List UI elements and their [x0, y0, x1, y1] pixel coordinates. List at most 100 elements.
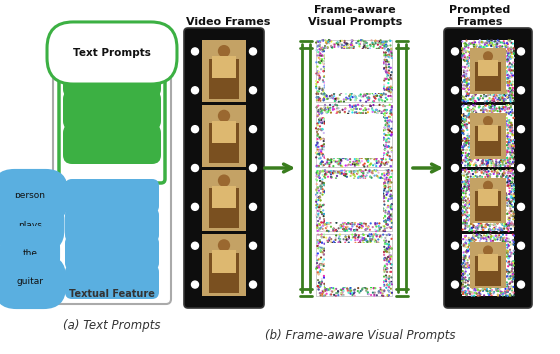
Point — [388, 220, 396, 226]
Point — [327, 170, 336, 176]
Point — [502, 238, 511, 244]
Point — [486, 171, 494, 177]
Point — [465, 55, 474, 61]
Point — [464, 106, 473, 112]
Point — [351, 97, 360, 103]
Point — [474, 286, 483, 292]
Point — [488, 38, 497, 44]
Point — [458, 121, 466, 127]
Point — [505, 180, 514, 185]
Point — [376, 233, 385, 239]
Point — [477, 175, 486, 180]
Point — [355, 290, 364, 296]
Point — [485, 226, 494, 232]
Point — [344, 234, 353, 239]
Point — [475, 232, 484, 237]
Point — [506, 125, 515, 130]
Point — [494, 228, 503, 234]
Point — [318, 293, 327, 299]
Circle shape — [517, 281, 525, 288]
FancyBboxPatch shape — [478, 60, 498, 76]
Point — [319, 136, 328, 142]
Point — [509, 171, 518, 177]
Point — [347, 227, 356, 233]
Point — [493, 221, 502, 227]
Point — [386, 184, 395, 190]
Point — [479, 93, 488, 99]
Point — [492, 106, 501, 112]
Point — [376, 163, 385, 169]
Point — [351, 161, 360, 166]
Point — [485, 172, 494, 177]
Point — [481, 235, 490, 240]
Point — [510, 143, 519, 149]
Point — [368, 235, 377, 240]
Point — [336, 171, 345, 176]
Point — [475, 288, 484, 293]
Point — [313, 140, 322, 145]
Point — [381, 50, 390, 56]
Point — [380, 171, 389, 176]
Point — [499, 227, 508, 232]
Point — [379, 265, 388, 270]
Point — [487, 234, 496, 240]
Point — [489, 171, 498, 177]
Point — [386, 168, 395, 174]
Point — [338, 168, 347, 173]
Point — [466, 237, 475, 243]
Point — [334, 235, 343, 241]
Point — [472, 291, 481, 296]
Point — [502, 173, 511, 179]
Point — [461, 261, 470, 267]
Point — [314, 272, 323, 277]
Point — [363, 95, 372, 101]
Point — [371, 90, 380, 96]
Point — [462, 57, 471, 63]
Point — [492, 44, 501, 49]
Point — [380, 289, 389, 294]
Point — [318, 107, 327, 113]
Point — [318, 96, 327, 102]
Point — [315, 73, 324, 79]
Point — [483, 39, 492, 44]
Point — [459, 167, 468, 173]
Point — [459, 250, 468, 255]
Point — [347, 162, 356, 168]
Point — [508, 279, 517, 285]
Point — [464, 282, 473, 288]
Point — [509, 146, 518, 152]
Point — [460, 139, 469, 144]
Point — [347, 170, 356, 176]
Point — [494, 233, 503, 238]
Point — [495, 104, 504, 110]
Point — [376, 41, 385, 47]
Point — [469, 288, 478, 293]
Point — [491, 92, 500, 98]
Point — [458, 74, 467, 79]
Point — [474, 97, 483, 103]
Point — [385, 275, 394, 281]
Point — [388, 195, 396, 201]
Point — [463, 91, 472, 97]
Point — [323, 45, 332, 51]
Point — [333, 96, 342, 101]
Point — [500, 96, 509, 102]
Point — [320, 246, 329, 251]
Point — [502, 65, 511, 71]
Point — [342, 169, 351, 174]
Point — [504, 225, 513, 230]
Point — [325, 40, 334, 46]
Point — [483, 40, 492, 46]
Point — [384, 188, 393, 194]
Point — [489, 108, 498, 114]
Point — [385, 84, 394, 90]
Point — [348, 110, 357, 115]
Point — [320, 82, 329, 88]
Point — [375, 221, 384, 226]
Point — [480, 236, 489, 241]
Point — [508, 178, 517, 184]
Point — [465, 223, 474, 229]
Point — [314, 107, 323, 113]
Point — [462, 80, 471, 86]
Point — [462, 264, 471, 269]
